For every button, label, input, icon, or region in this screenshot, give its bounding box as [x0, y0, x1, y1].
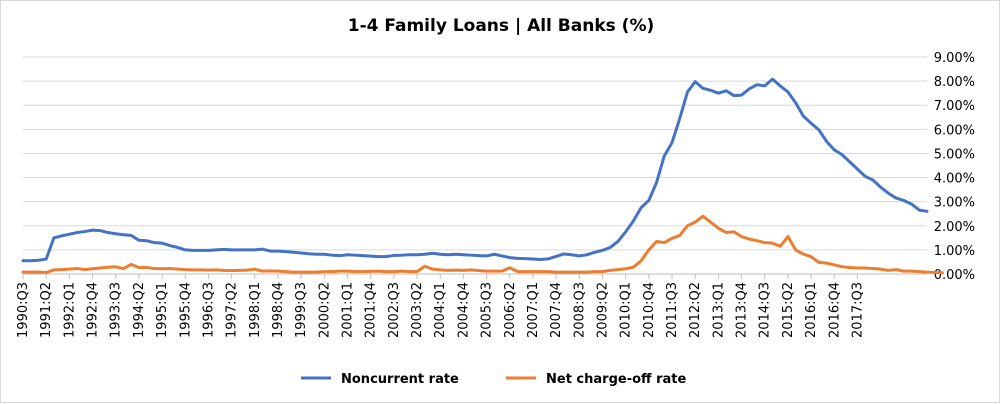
gridlines: [23, 56, 927, 275]
x-tick-label: 1992:Q1: [62, 282, 77, 338]
x-tick-label: 2008:Q3: [572, 282, 587, 338]
x-tick-label: 2001:Q4: [364, 282, 379, 338]
y-tick-label: 3.00%: [934, 196, 975, 211]
legend: Noncurrent rate Net charge-off rate: [301, 372, 686, 387]
x-tick-label: 2013:Q1: [711, 282, 726, 338]
series-line-net-charge-off-rate: [21, 214, 944, 275]
y-tick-label: 2.00%: [934, 220, 975, 235]
y-tick-label: 0.00%: [934, 268, 975, 283]
y-tick-label: 9.00%: [934, 51, 975, 66]
x-tick-label: 2005:Q3: [480, 282, 495, 338]
x-tick-label: 1990:Q3: [16, 282, 31, 338]
y-tick-label: 4.00%: [934, 172, 975, 187]
x-tick-label: 1998:Q4: [271, 282, 286, 338]
x-tick-label: 1994:Q2: [132, 282, 147, 338]
y-axis: 0.00% 1.00% 2.00% 3.00% 4.00% 5.00% 6.00% 7.00%…: [934, 51, 975, 283]
x-tick-label: 1991:Q2: [39, 282, 54, 338]
y-tick-label: 5.00%: [934, 147, 975, 162]
x-tick-label: 1998:Q1: [248, 282, 263, 338]
x-tick-label: 2004:Q4: [456, 282, 471, 338]
x-tick-label: 2002:Q3: [387, 282, 402, 338]
x-tick-label: 2006:Q2: [503, 282, 518, 338]
x-tick-label: 2014:Q3: [758, 282, 773, 338]
x-tick-label: 2010:Q1: [619, 282, 634, 338]
series-line-noncurrent-rate: [21, 77, 929, 263]
x-tick-label: 1995:Q4: [178, 282, 193, 338]
x-tick-label: 2016:Q1: [804, 282, 819, 338]
legend-label: Net charge-off rate: [546, 372, 686, 387]
y-tick-label: 1.00%: [934, 244, 975, 259]
x-tick-label: 2015:Q2: [781, 282, 796, 338]
x-tick-label: 2013:Q4: [735, 282, 750, 338]
x-tick-label: 1996:Q3: [201, 282, 216, 338]
legend-label: Noncurrent rate: [341, 372, 459, 387]
x-axis: 1990:Q3 1991:Q2 1992:Q1 1992:Q4 1993:Q3 1994:…: [16, 274, 865, 338]
x-tick-label: 2001:Q1: [341, 282, 356, 338]
x-tick-label: 2012:Q2: [688, 282, 703, 338]
x-tick-label: 2007:Q4: [549, 282, 564, 338]
chart-title: 1-4 Family Loans | All Banks (%): [348, 16, 655, 36]
x-tick-label: 2003:Q2: [410, 282, 425, 338]
x-tick-label: 2004:Q1: [433, 282, 448, 338]
x-tick-label: 2009:Q2: [595, 282, 610, 338]
x-tick-label: 1992:Q4: [86, 282, 101, 338]
x-tick-label: 2000:Q2: [317, 282, 332, 338]
x-tick-label: 2010:Q4: [642, 282, 657, 338]
x-tick-label: 2016:Q4: [827, 282, 842, 338]
series-layer: [21, 77, 944, 275]
x-tick-label: 2011:Q3: [665, 282, 680, 338]
y-tick-label: 8.00%: [934, 75, 975, 90]
x-tick-label: 1997:Q2: [225, 282, 240, 338]
x-tick-label: 1995:Q1: [155, 282, 170, 338]
x-tick-label: 2017:Q3: [850, 282, 865, 338]
x-tick-label: 2007:Q1: [526, 282, 541, 338]
x-tick-label: 1999:Q3: [294, 282, 309, 338]
y-tick-label: 6.00%: [934, 123, 975, 138]
x-tick-label: 1993:Q3: [109, 282, 124, 338]
y-tick-label: 7.00%: [934, 99, 975, 114]
